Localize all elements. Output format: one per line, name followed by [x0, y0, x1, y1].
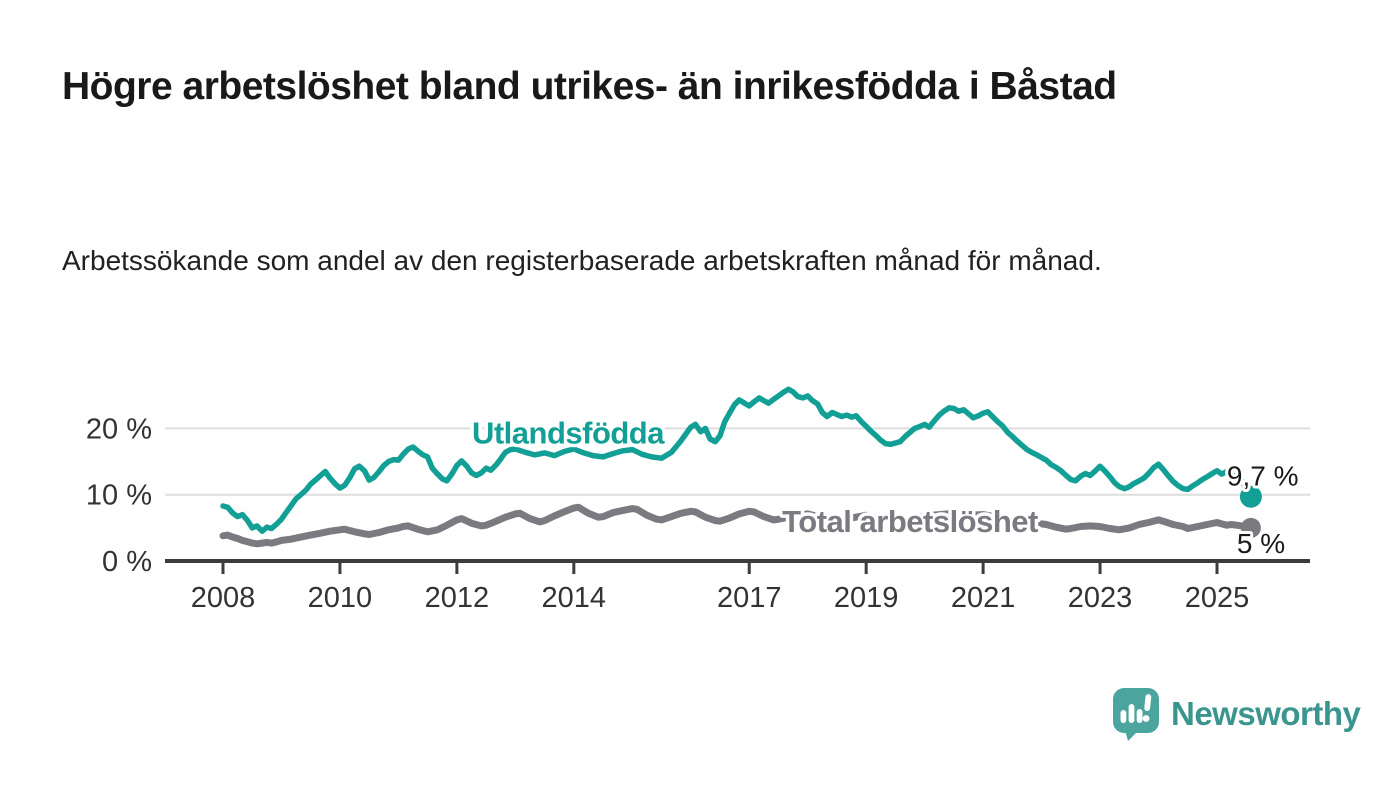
x-tick-label: 2019: [834, 582, 899, 614]
x-tick-label: 2014: [542, 582, 607, 614]
page-subtitle: Arbetssökande som andel av den registerb…: [62, 245, 1102, 276]
x-tick-label: 2023: [1068, 582, 1133, 614]
end-value-label-total-arbetsl-shet: 5 %: [1237, 528, 1285, 559]
x-tick-label: 2025: [1185, 582, 1250, 614]
x-tick-label: 2008: [191, 582, 256, 614]
series-label-utlandsf-dda: Utlandsfödda: [472, 415, 665, 450]
series-line-total-arbetsl-shet: [219, 503, 1255, 548]
y-tick-label: 10 %: [86, 480, 152, 512]
series-end-dot-utlandsf-dda: [1239, 485, 1262, 508]
page-title: Högre arbetslöshet bland utrikes- än inr…: [62, 65, 1117, 108]
x-tick-label: 2010: [308, 582, 373, 614]
y-tick-label: 20 %: [86, 413, 152, 445]
series-label-total-arbetsl-shet: Total arbetslöshet: [782, 504, 1038, 539]
bar-chart-speech-bubble-icon: [1113, 687, 1159, 741]
x-tick-label: 2021: [951, 582, 1016, 614]
newsworthy-logo-text: Newsworthy: [1171, 695, 1361, 732]
x-tick-label: 2012: [425, 582, 490, 614]
newsworthy-logo: Newsworthy: [1112, 686, 1361, 742]
end-value-label-utlandsf-dda: 9,7 %: [1227, 461, 1299, 492]
x-tick-label: 2017: [717, 582, 782, 614]
series-line-utlandsf-dda: [220, 386, 1254, 534]
y-tick-label: 0 %: [102, 546, 152, 578]
series-end-dot-total-arbetsl-shet: [1240, 517, 1261, 538]
